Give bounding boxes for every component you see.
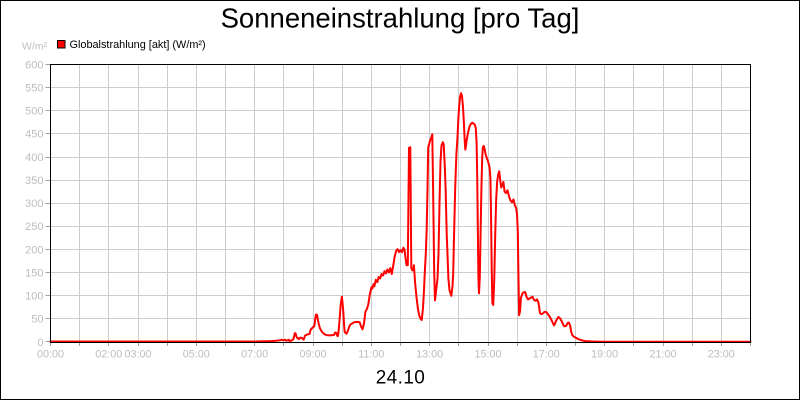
svg-text:19:00: 19:00	[591, 349, 618, 361]
svg-text:05:00: 05:00	[183, 349, 210, 361]
svg-text:21:00: 21:00	[649, 349, 676, 361]
svg-text:600: 600	[25, 59, 43, 71]
svg-text:500: 500	[25, 106, 43, 118]
svg-text:0: 0	[37, 337, 43, 349]
svg-text:350: 350	[25, 175, 43, 187]
svg-text:150: 150	[25, 267, 43, 279]
svg-text:03:00: 03:00	[124, 349, 151, 361]
svg-text:Globalstrahlung [akt] (W/m²): Globalstrahlung [akt] (W/m²)	[70, 39, 206, 51]
svg-text:11:00: 11:00	[358, 349, 384, 361]
svg-text:250: 250	[25, 221, 43, 233]
svg-text:W/m²: W/m²	[22, 40, 48, 52]
svg-text:07:00: 07:00	[241, 349, 268, 361]
svg-text:450: 450	[25, 129, 43, 141]
svg-text:23:00: 23:00	[708, 349, 735, 361]
svg-text:300: 300	[25, 198, 43, 210]
svg-text:17:00: 17:00	[533, 349, 560, 361]
svg-text:00:00: 00:00	[37, 349, 64, 361]
svg-text:550: 550	[25, 82, 43, 94]
svg-text:13:00: 13:00	[416, 349, 443, 361]
svg-text:02:00: 02:00	[95, 349, 122, 361]
svg-text:50: 50	[31, 314, 43, 326]
svg-text:400: 400	[25, 152, 43, 164]
svg-text:100: 100	[25, 291, 43, 303]
svg-text:Sonneneinstrahlung [pro Tag]: Sonneneinstrahlung [pro Tag]	[221, 3, 580, 34]
svg-text:24.10: 24.10	[376, 368, 426, 389]
svg-text:200: 200	[25, 244, 43, 256]
svg-text:15:00: 15:00	[474, 349, 501, 361]
svg-text:09:00: 09:00	[299, 349, 326, 361]
